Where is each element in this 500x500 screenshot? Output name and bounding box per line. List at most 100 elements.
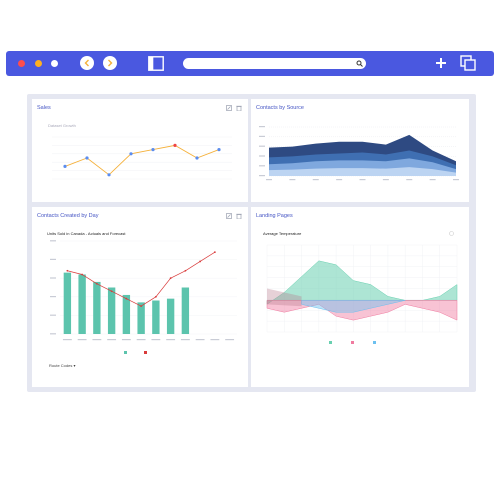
menu-icon[interactable]: [449, 231, 454, 236]
sales-data-point[interactable]: [85, 156, 89, 160]
search-icon: [356, 60, 363, 67]
tabs-overview-icon[interactable]: [460, 55, 476, 71]
forecast-point[interactable]: [199, 260, 202, 263]
x-tick-label: [121, 339, 131, 341]
actual-bar[interactable]: [166, 298, 175, 334]
actual-bar[interactable]: [122, 294, 131, 334]
chart-title: Dataset Growth: [48, 123, 76, 128]
sales-line-chart: [52, 136, 232, 180]
y-tick-label: [259, 126, 265, 128]
chart-title: Units Sold in Canada - Actuals and Forec…: [47, 231, 126, 236]
forward-button[interactable]: [103, 56, 117, 70]
contacts-source-area-chart: [259, 126, 459, 181]
area-series[interactable]: [266, 260, 458, 305]
minimize-window-dot[interactable]: [35, 60, 42, 67]
x-tick-label: [136, 339, 146, 341]
x-tick-label: [266, 179, 272, 181]
forecast-point[interactable]: [81, 273, 84, 276]
new-tab-icon[interactable]: [435, 57, 447, 69]
area-series[interactable]: [269, 167, 456, 176]
sidebar-icon: [148, 56, 164, 71]
address-bar[interactable]: [183, 58, 366, 69]
area-series[interactable]: [267, 288, 302, 307]
sales-data-point[interactable]: [217, 148, 221, 152]
sales-data-point[interactable]: [195, 156, 199, 160]
contacts-by-source-card: Contacts by Source: [251, 99, 469, 202]
back-button[interactable]: [80, 56, 94, 70]
forecast-point[interactable]: [110, 290, 113, 293]
x-tick-label: [289, 179, 296, 181]
landing-area-chart: [266, 244, 458, 344]
close-window-dot[interactable]: [18, 60, 25, 67]
forecast-point[interactable]: [169, 277, 172, 280]
actual-bar[interactable]: [63, 272, 72, 334]
legend-swatch: [124, 351, 127, 354]
actual-bar[interactable]: [78, 274, 86, 334]
dashboard: Sales Dataset Growth Contacts by Source …: [27, 94, 476, 392]
chart-title: Average Temperature: [263, 231, 302, 236]
area-series[interactable]: [301, 300, 406, 313]
actual-bar[interactable]: [181, 287, 190, 335]
edit-icon[interactable]: [226, 213, 232, 219]
forecast-point[interactable]: [125, 297, 128, 300]
card-title: Landing Pages: [256, 213, 293, 219]
forecast-point[interactable]: [154, 295, 157, 298]
route-codes-dropdown[interactable]: Route Codes ▾: [49, 363, 76, 368]
maximize-window-dot[interactable]: [51, 60, 58, 67]
actual-bar[interactable]: [152, 300, 160, 334]
chevron-right-icon: [108, 59, 113, 67]
y-tick-label: [50, 258, 56, 260]
forecast-point[interactable]: [184, 269, 187, 272]
x-tick-label: [312, 179, 319, 181]
y-tick-label: [50, 333, 56, 335]
sales-data-point[interactable]: [107, 173, 111, 177]
delete-icon[interactable]: [236, 105, 242, 111]
x-tick-label: [180, 339, 190, 341]
x-tick-label: [336, 179, 343, 181]
forecast-point[interactable]: [213, 251, 216, 254]
card-title: Contacts by Source: [256, 105, 304, 111]
forecast-point[interactable]: [140, 305, 143, 307]
y-tick-label: [50, 296, 56, 298]
x-tick-label: [62, 339, 72, 341]
legend-swatch: [329, 341, 332, 344]
sales-card: Sales Dataset Growth: [32, 99, 248, 202]
x-tick-label: [151, 339, 161, 341]
edit-icon[interactable]: [226, 105, 232, 111]
forecast-point[interactable]: [95, 282, 98, 285]
browser-toolbar: [6, 51, 494, 76]
x-tick-label: [195, 339, 205, 341]
y-tick-label: [259, 175, 265, 177]
sidebar-toggle-button[interactable]: [148, 56, 164, 71]
x-tick-label: [107, 339, 117, 341]
actual-bar[interactable]: [107, 287, 116, 335]
delete-icon[interactable]: [236, 213, 242, 219]
sales-series-line: [64, 144, 220, 176]
card-title: Contacts Created by Day: [37, 213, 99, 219]
chevron-left-icon: [84, 59, 89, 67]
contacts-by-day-card: Contacts Created by Day Units Sold in Ca…: [32, 207, 248, 387]
x-tick-label: [210, 339, 220, 341]
sales-data-point[interactable]: [151, 148, 155, 152]
x-tick-label: [429, 179, 436, 181]
y-tick-label: [259, 155, 265, 157]
x-tick-label: [77, 339, 87, 341]
forecast-point[interactable]: [66, 269, 69, 272]
x-tick-label: [453, 179, 459, 181]
legend-swatch: [144, 351, 147, 354]
x-tick-label: [92, 339, 102, 341]
actual-bar[interactable]: [137, 302, 145, 334]
legend-swatch: [373, 341, 376, 344]
card-title: Sales: [37, 105, 51, 111]
sales-data-point[interactable]: [63, 164, 67, 168]
sales-data-point[interactable]: [173, 143, 177, 147]
legend-swatch: [351, 341, 354, 344]
chevron-down-icon: ▾: [73, 363, 76, 368]
sales-data-point[interactable]: [129, 152, 133, 156]
y-tick-label: [259, 165, 265, 167]
y-tick-label: [259, 135, 265, 137]
y-tick-label: [259, 145, 265, 147]
x-tick-label: [225, 339, 235, 341]
dropdown-label: Route Codes: [49, 363, 73, 368]
actual-bar[interactable]: [93, 281, 101, 334]
